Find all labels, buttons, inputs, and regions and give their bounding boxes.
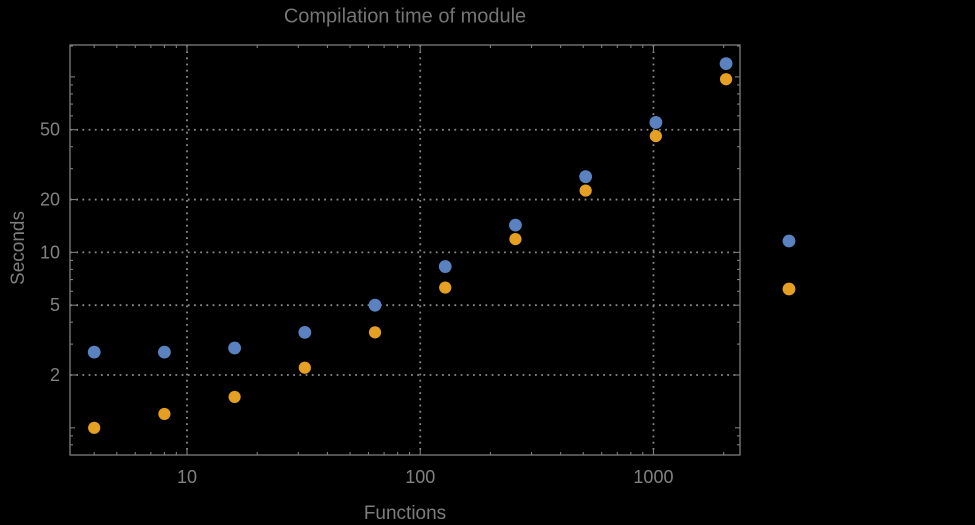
data-point-series-blue bbox=[509, 218, 522, 232]
x-axis-label: Functions bbox=[363, 503, 447, 524]
chart-title: Compilation time of module bbox=[283, 5, 527, 28]
data-point-series-blue bbox=[368, 298, 382, 312]
data-point-series-orange bbox=[719, 73, 733, 86]
plot-frame bbox=[69, 44, 741, 456]
y-tick-label: 50 bbox=[40, 120, 60, 140]
legend-marker-blue bbox=[782, 234, 796, 248]
data-point-series-orange bbox=[228, 390, 241, 404]
data-point-series-blue bbox=[87, 345, 101, 359]
data-point-series-orange bbox=[509, 233, 522, 246]
data-point-series-orange bbox=[298, 361, 311, 374]
data-point-series-blue bbox=[298, 325, 312, 339]
data-point-series-blue bbox=[228, 341, 242, 355]
y-tick-label: 10 bbox=[40, 242, 60, 262]
y-tick-label: 2 bbox=[50, 365, 60, 385]
data-point-series-orange bbox=[368, 326, 382, 339]
data-point-series-orange bbox=[88, 421, 101, 434]
data-point-series-orange bbox=[158, 407, 171, 421]
x-tick-label: 10 bbox=[177, 467, 197, 487]
data-point-series-orange bbox=[439, 281, 452, 294]
data-point-series-blue bbox=[579, 170, 593, 184]
legend-marker-orange bbox=[782, 282, 796, 296]
x-tick-label: 100 bbox=[405, 467, 435, 487]
y-tick-label: 5 bbox=[50, 295, 60, 315]
data-point-series-blue bbox=[649, 116, 663, 129]
x-tick-label: 1000 bbox=[633, 467, 673, 487]
data-point-series-blue bbox=[158, 345, 171, 359]
data-point-series-blue bbox=[438, 260, 452, 273]
data-point-series-orange bbox=[579, 184, 592, 197]
data-point-series-blue bbox=[719, 57, 733, 71]
data-point-series-orange bbox=[649, 129, 662, 143]
y-tick-label: 20 bbox=[40, 190, 60, 210]
